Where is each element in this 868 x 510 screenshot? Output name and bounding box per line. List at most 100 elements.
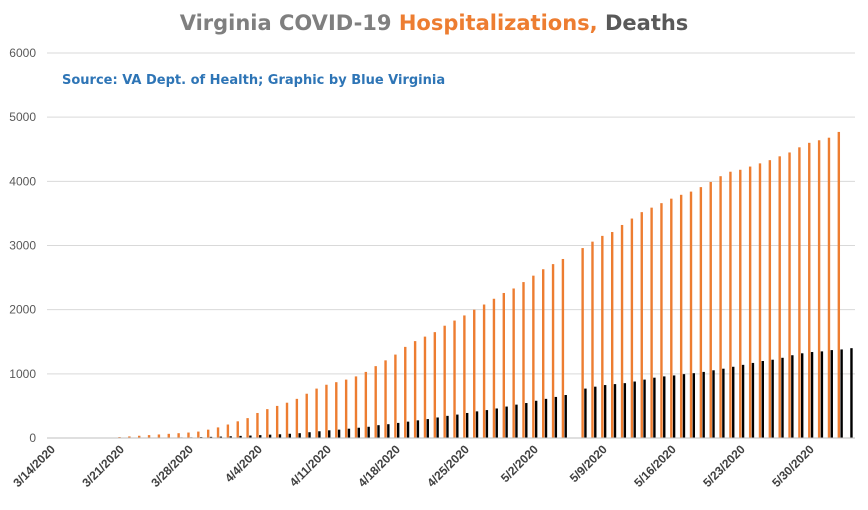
deaths-bar [259,435,262,438]
hospitalizations-bar [325,384,328,438]
hospitalizations-bar [315,388,318,438]
deaths-bar [722,368,725,438]
hospitalizations-bar [364,371,368,438]
hospitalizations-bar [236,421,239,438]
hospitalizations-bar [187,432,190,438]
hospitalizations-bar [591,241,594,438]
hospitalizations-bar [295,398,299,438]
hospitalizations-bar [798,147,801,438]
hospitalizations-bar [837,131,841,438]
hospitalizations-bar [817,140,821,438]
deaths-bar [692,373,696,438]
hospitalizations-bar [699,187,703,438]
deaths-bar [278,434,282,438]
y-tick-label: 4000 [9,174,36,188]
hospitalizations-bar [492,298,496,438]
y-tick-label: 5000 [9,110,36,124]
hospitalizations-bar [601,235,604,439]
hospitalizations-bar [147,435,151,438]
deaths-bar [347,428,351,438]
deaths-bar [406,421,410,438]
hospitalizations-bar [423,336,427,438]
chart-title: Virginia COVID-19 Hospitalizations, Deat… [180,11,689,35]
deaths-bar [820,351,824,439]
hospitalizations-bar [157,434,161,438]
deaths-bar [485,410,489,438]
hospitalizations-bar [344,379,348,438]
deaths-bar [544,398,548,438]
deaths-bar [702,371,705,438]
hospitalizations-bar [463,315,466,438]
deaths-bar [495,408,498,438]
deaths-bar [801,353,804,438]
hospitalizations-bar [670,198,673,438]
hospitalizations-bar [768,160,772,438]
x-tick-label: 5/30/2020 [769,442,817,490]
hospitalizations-bar [138,435,141,438]
deaths-bar [465,412,469,438]
hospitalizations-bar [542,269,545,438]
hospitalizations-bar [512,288,515,438]
x-tick-label: 5/23/2020 [700,442,748,490]
deaths-bar [436,417,439,438]
deaths-bar [850,348,853,438]
hospitalizations-bar [384,360,387,438]
hospitalizations-bar [167,433,170,438]
hospitalizations-bar [374,366,377,438]
hospitalizations-bar [354,376,358,438]
x-tick-label: 5/2/2020 [498,442,541,485]
hospitalizations-bar [256,412,259,438]
deaths-bar [367,426,370,438]
deaths-bar [741,364,745,438]
hospitalizations-bar [482,304,486,438]
hospitalizations-bar [404,346,407,438]
hospitalizations-bar [197,431,200,438]
x-tick-label: 3/28/2020 [148,442,196,490]
hospitalizations-bar [620,224,624,438]
deaths-bar [810,352,814,438]
deaths-bar [397,422,400,438]
bars [118,131,853,439]
deaths-bar [525,403,528,438]
hospitalizations-bar [561,258,565,438]
deaths-bar [475,411,479,438]
deaths-bar [298,433,301,438]
hospitalizations-bar [226,424,230,438]
hospitalizations-bar [285,402,289,438]
hospitalizations-bar [473,309,476,438]
deaths-bar [534,400,538,438]
hospitalizations-bar [551,264,555,438]
deaths-bar [249,435,252,438]
chart-title-part-1: Virginia COVID-19 [180,11,399,35]
hospitalizations-bar [453,320,456,438]
x-tick-label: 4/4/2020 [222,442,265,485]
deaths-bar [268,434,272,438]
deaths-bar [416,420,420,438]
deaths-bar [732,366,735,438]
x-axis-ticks: 3/14/2020 3/21/2020 3/28/2020 4/4/2020 4/11/… [10,442,817,490]
hospitalizations-bar [748,166,752,438]
y-axis-ticks: 0 1000 2000 3000 4000 5000 6000 [9,46,36,445]
hospitalizations-bar [630,218,634,438]
hospitalizations-bar [335,382,338,438]
hospitalizations-bar [246,418,249,438]
x-tick-label: 3/14/2020 [10,442,58,490]
deaths-bar [840,349,843,438]
deaths-bar [219,436,223,438]
hospitalizations-bar [758,163,762,438]
hospitalizations-bar [394,354,397,438]
x-tick-label: 5/9/2020 [567,442,610,485]
x-tick-label: 4/11/2020 [287,442,334,489]
deaths-bar [554,396,558,438]
hospitalizations-bar [581,248,584,438]
deaths-bar [712,370,715,438]
deaths-bar [446,415,449,438]
deaths-bar [751,362,755,438]
hospitalizations-bar [413,341,417,438]
hospitalizations-bar [443,325,446,438]
gridlines [47,52,855,375]
deaths-bar [633,381,636,438]
deaths-bar [672,375,676,438]
y-tick-label: 2000 [9,303,36,317]
